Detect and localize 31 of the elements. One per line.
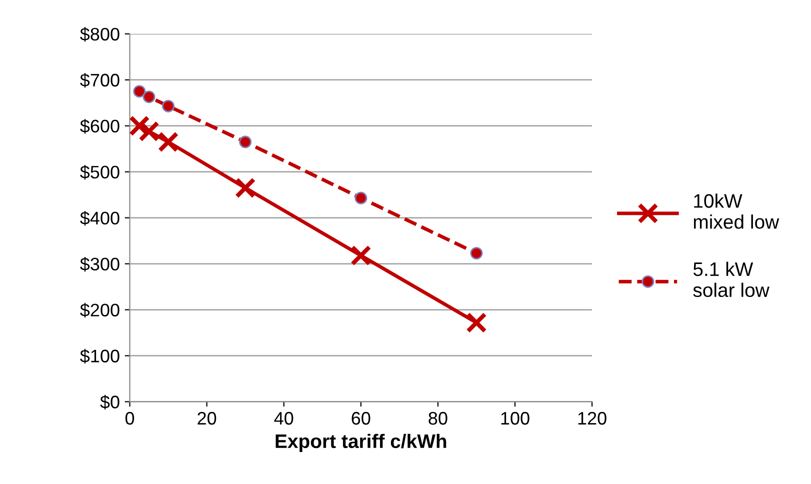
point [130,115,150,136]
x-tick-label: 80 [428,412,448,425]
x-axis-title: Export tariff c/kWh [276,434,446,452]
legend-label: 10kW mixed low [694,194,780,229]
x-tick-label: 60 [352,412,370,425]
point [470,246,483,260]
point [142,90,156,104]
x-tick-label: 120 [578,412,606,425]
y-tick-label: $200 [80,302,120,318]
point [466,312,487,334]
y-tick-label: $500 [80,164,120,180]
x-tick-label: 40 [274,412,294,425]
y-tick-label: $300 [80,256,120,272]
point [354,192,368,204]
x-tick-label: 100 [501,412,530,425]
legend-label: 5.1 kW solar low [693,262,770,298]
y-tick-label: $0 [100,394,120,410]
point [138,120,160,142]
y-tick-label: $600 [80,119,120,134]
point [350,245,372,266]
y-tick-label: $100 [80,348,120,364]
x-tick-label: 20 [198,412,216,425]
point [234,177,256,198]
y-tick-label: $400 [80,210,120,226]
point [133,85,146,98]
y-tick-label: $700 [80,73,120,88]
y-tick-label: $800 [80,27,120,42]
point [239,136,252,148]
x-tick-label: 0 [125,412,134,425]
point [162,100,175,112]
point [158,132,179,152]
